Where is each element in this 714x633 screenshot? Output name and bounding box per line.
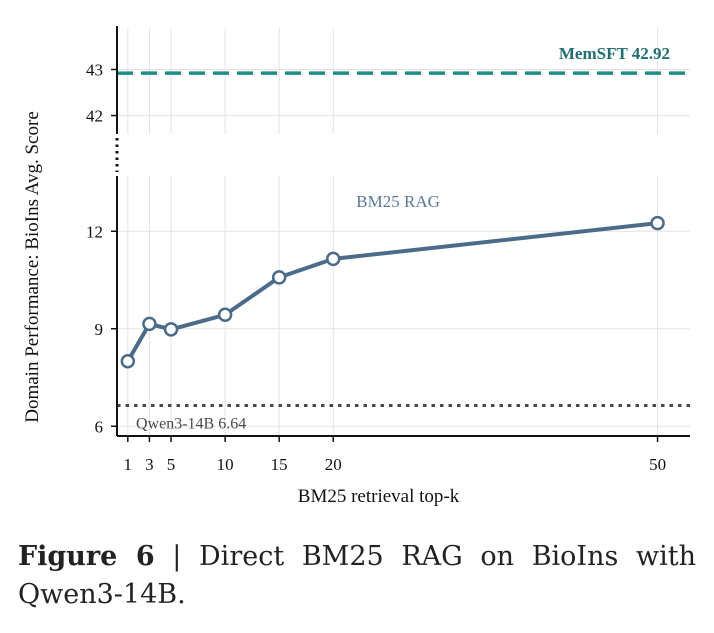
data-point	[271, 270, 287, 285]
data-point	[142, 316, 157, 332]
x-tick-label: 5	[167, 455, 176, 474]
x-tick-label: 15	[271, 455, 288, 474]
y-axis-title: Domain Performance: BioIns Avg. Score	[22, 111, 43, 423]
x-tick-label: 3	[145, 455, 154, 474]
data-point	[163, 322, 179, 337]
figure-caption: Figure 6 | Direct BM25 RAG on BioIns wit…	[18, 538, 696, 614]
y-tick-label: 9	[95, 320, 104, 339]
reference-lines	[117, 71, 690, 407]
caption-text: Direct BM25 RAG on BioIns with Qwen3-14B…	[18, 541, 696, 610]
y-tick-label: 42	[86, 107, 103, 126]
chart: 42 43 6 9 12 1 3 5 10 15 20 50 BM25 retrieval top-k…	[22, 26, 690, 507]
reference-label-qwen: Qwen3-14B 6.64	[136, 415, 246, 432]
axes: 42 43 6 9 12 1 3 5 10 15 20 50	[86, 26, 690, 474]
y-tick-label: 12	[86, 222, 103, 241]
series	[120, 215, 665, 369]
y-tick-label: 6	[95, 417, 104, 436]
x-axis-title: BM25 retrieval top-k	[298, 486, 460, 507]
figure-number: Figure 6	[18, 541, 155, 572]
y-tick-label: 43	[86, 60, 103, 79]
x-tick-label: 1	[124, 455, 133, 474]
data-point	[650, 215, 665, 231]
caption-separator: |	[154, 541, 200, 572]
x-tick-label: 10	[217, 455, 234, 474]
grid	[117, 28, 690, 436]
data-point	[325, 251, 341, 267]
series-line	[125, 221, 660, 364]
x-tick-label: 20	[325, 455, 342, 474]
data-point	[120, 354, 136, 369]
data-point	[217, 307, 233, 323]
labels: BM25 retrieval top-k Domain Performance: …	[22, 44, 670, 507]
reference-label-memsft: MemSFT 42.92	[559, 44, 670, 63]
series-label: BM25 RAG	[356, 192, 440, 211]
x-tick-label: 50	[649, 455, 666, 474]
